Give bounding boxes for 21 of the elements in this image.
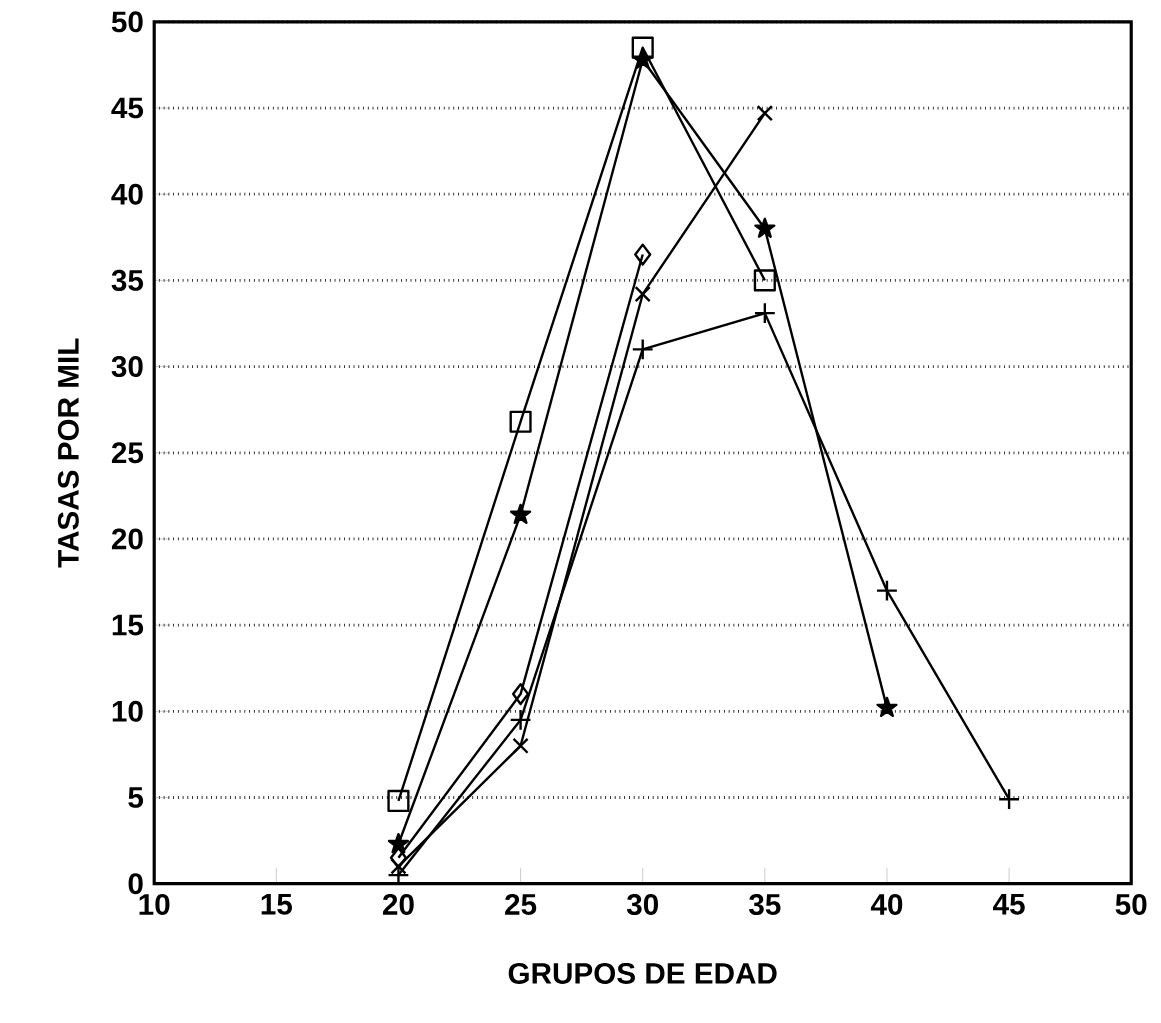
x-tick-label: 30 — [626, 894, 658, 916]
x-tick-label: 50 — [1115, 894, 1147, 916]
y-tick-label: 35 — [111, 270, 144, 292]
y-tick-label: 5 — [128, 787, 144, 808]
x-tick-label: 20 — [382, 894, 414, 916]
y-tick-label: 15 — [112, 614, 144, 636]
x-axis-title: GRUPOS DE EDAD — [508, 963, 777, 985]
y-tick-label: 50 — [111, 11, 143, 33]
y-tick-label: 10 — [112, 700, 143, 722]
x-tick-label: 15 — [261, 894, 292, 915]
x-tick-label: 45 — [993, 894, 1025, 915]
y-tick-label: 25 — [111, 442, 144, 464]
y-axis-title: TASAS POR MIL — [57, 338, 79, 568]
y-tick-label: 0 — [128, 873, 143, 895]
y-tick-label: 30 — [111, 356, 143, 378]
y-tick-label: 20 — [111, 528, 143, 550]
x-tick-label: 35 — [749, 894, 781, 916]
x-tick-label: 25 — [505, 894, 537, 916]
y-tick-label: 40 — [111, 183, 143, 205]
x-tick-label: 40 — [870, 894, 903, 916]
y-tick-label: 45 — [111, 97, 144, 119]
